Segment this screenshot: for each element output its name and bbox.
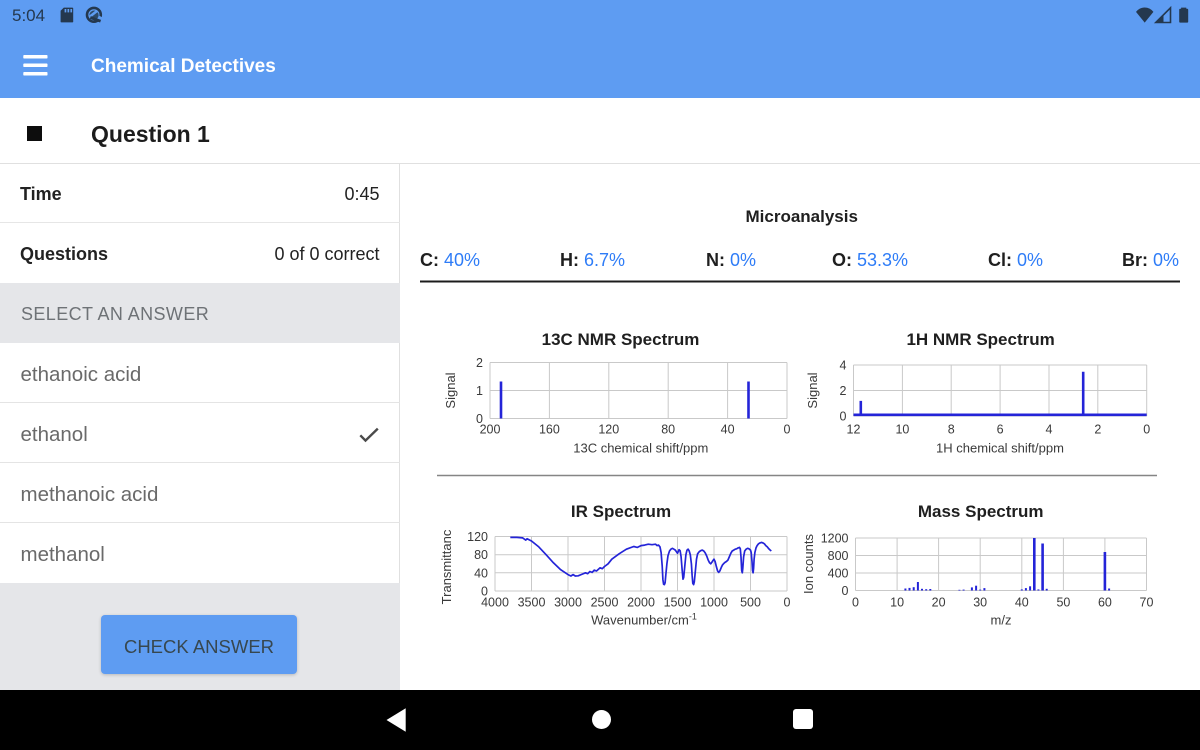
svg-text:500: 500 — [740, 596, 761, 610]
svg-text:160: 160 — [539, 423, 560, 437]
svg-text:0: 0 — [840, 410, 847, 424]
svg-text:1000: 1000 — [700, 596, 728, 610]
svg-text:4000: 4000 — [481, 596, 509, 610]
svg-text:30: 30 — [973, 596, 987, 610]
svg-text:400: 400 — [828, 567, 849, 581]
svg-text:0: 0 — [1143, 423, 1150, 437]
svg-text:40: 40 — [1015, 596, 1029, 610]
svg-text:m/z: m/z — [991, 613, 1012, 628]
svg-text:800: 800 — [828, 549, 849, 563]
svg-text:10: 10 — [890, 596, 904, 610]
svg-text:40: 40 — [474, 566, 488, 580]
svg-text:0: 0 — [476, 412, 483, 426]
svg-text:13C chemical shift/ppm: 13C chemical shift/ppm — [573, 441, 708, 456]
svg-text:0: 0 — [842, 584, 849, 598]
svg-text:2000: 2000 — [627, 596, 655, 610]
svg-text:0: 0 — [481, 585, 488, 599]
svg-text:80: 80 — [661, 423, 675, 437]
svg-text:1H chemical shift/ppm: 1H chemical shift/ppm — [936, 441, 1064, 456]
svg-text:2: 2 — [840, 384, 847, 398]
svg-text:4: 4 — [1046, 423, 1053, 437]
svg-text:1H NMR Spectrum: 1H NMR Spectrum — [906, 330, 1054, 349]
svg-text:0: 0 — [784, 596, 791, 610]
svg-text:8: 8 — [948, 423, 955, 437]
svg-text:1200: 1200 — [821, 532, 849, 546]
svg-text:4: 4 — [840, 359, 847, 373]
svg-text:Wavenumber/cm-1: Wavenumber/cm-1 — [591, 612, 697, 628]
svg-text:0: 0 — [784, 423, 791, 437]
svg-text:20: 20 — [932, 596, 946, 610]
svg-text:2: 2 — [476, 356, 483, 370]
svg-text:200: 200 — [480, 423, 501, 437]
svg-text:120: 120 — [598, 423, 619, 437]
svg-text:2500: 2500 — [591, 596, 619, 610]
svg-text:120: 120 — [467, 530, 488, 544]
svg-text:60: 60 — [1098, 596, 1112, 610]
svg-text:Signal: Signal — [443, 372, 458, 408]
svg-text:Ion counts: Ion counts — [801, 534, 816, 594]
svg-text:40: 40 — [721, 423, 735, 437]
svg-text:Transmittanc: Transmittanc — [439, 529, 454, 604]
svg-text:1: 1 — [476, 384, 483, 398]
svg-text:Signal: Signal — [805, 372, 820, 408]
svg-text:0: 0 — [852, 596, 859, 610]
svg-text:3000: 3000 — [554, 596, 582, 610]
svg-text:Mass Spectrum: Mass Spectrum — [918, 502, 1044, 521]
svg-text:6: 6 — [997, 423, 1004, 437]
svg-text:IR Spectrum: IR Spectrum — [571, 502, 671, 521]
svg-text:3500: 3500 — [518, 596, 546, 610]
svg-text:50: 50 — [1056, 596, 1070, 610]
svg-text:1500: 1500 — [664, 596, 692, 610]
svg-text:13C NMR Spectrum: 13C NMR Spectrum — [542, 330, 700, 349]
svg-text:10: 10 — [895, 423, 909, 437]
svg-text:80: 80 — [474, 548, 488, 562]
svg-text:12: 12 — [847, 423, 861, 437]
svg-text:2: 2 — [1094, 423, 1101, 437]
svg-text:70: 70 — [1140, 596, 1154, 610]
